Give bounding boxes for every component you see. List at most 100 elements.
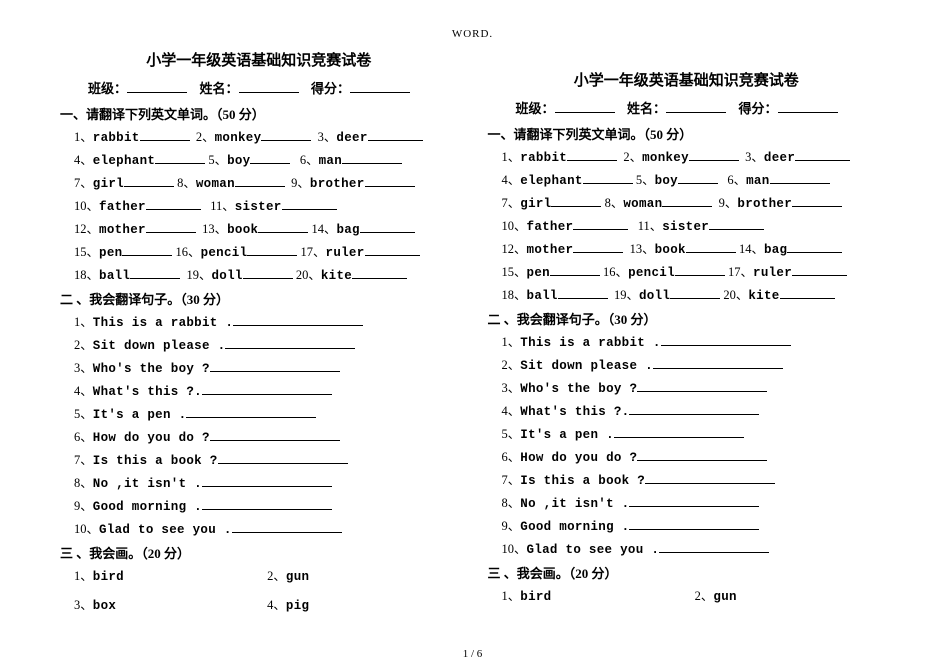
num: 1、 [74,130,93,144]
sec1-heading: 一、请翻译下列英文单词。（50 分） [488,124,886,146]
class-blank [555,99,615,113]
sent-row: 6、How do you do ? [488,446,886,469]
sentence: This is a rabbit . [520,336,660,350]
sent-row: 8、No ,it isn't . [60,472,458,495]
num: 14、 [311,222,336,236]
blank [146,220,196,233]
sentence: It's a pen . [93,408,187,422]
word: boy [227,154,250,168]
sec1-row7: 18、ball 19、doll 20、kite [488,284,886,307]
page-number: 1 / 6 [0,648,945,660]
sentence: Who's the boy ? [520,382,637,396]
blank [250,151,290,164]
blank [662,194,712,207]
sentence: Glad to see you . [99,523,232,537]
sec2-heading: 二 、我会翻译句子。（30 分） [488,309,886,331]
num: 2、 [267,569,286,583]
blank [124,174,174,187]
word: monkey [642,151,689,165]
blank [210,428,340,441]
num: 4、 [502,404,521,418]
word: gun [286,570,309,584]
num: 4、 [502,173,521,187]
word: father [527,220,574,234]
blank [573,240,623,253]
word: gun [713,590,736,604]
word: woman [196,177,235,191]
num: 1、 [502,150,521,164]
sent-row: 4、What's this ?. [488,400,886,423]
num: 7、 [74,176,93,190]
num: 4、 [74,153,93,167]
blank [282,197,337,210]
sec1-row1: 1、rabbit 2、monkey 3、deer [488,146,886,169]
draw-row: 1、bird 2、gun [488,585,886,608]
sec1-row4: 10、father 11、sister [60,195,458,218]
score-label: 得分： [311,81,350,96]
num: 18、 [502,288,527,302]
sec3-heading: 三 、我会画。（20 分） [488,563,886,585]
sent-row: 5、It's a pen . [60,403,458,426]
num: 3、 [74,598,93,612]
num: 9、 [719,196,738,210]
sec1-row2: 4、elephant 5、boy 6、man [60,149,458,172]
draw-row: 3、box 4、pig [60,594,458,617]
column-left: 小学一年级英语基础知识竞赛试卷 班级： 姓名： 得分： 一、请翻译下列英文单词。… [60,50,458,617]
num: 1、 [502,335,521,349]
score-label: 得分： [739,101,778,116]
sentence: Sit down please . [520,359,653,373]
num: 9、 [74,499,93,513]
num: 20、 [296,268,321,282]
blank [218,451,348,464]
blank [202,474,332,487]
blank [678,171,718,184]
blank [202,382,332,395]
name-blank [666,99,726,113]
word: pig [286,599,309,613]
word: bird [520,590,551,604]
word: kite [748,289,779,303]
sec1-heading: 一、请翻译下列英文单词。（50 分） [60,104,458,126]
word: sister [662,220,709,234]
word: girl [93,177,124,191]
blank [140,128,190,141]
word: rabbit [93,131,140,145]
num: 15、 [74,245,99,259]
blank [155,151,205,164]
blank [365,174,415,187]
blank [675,263,725,276]
num: 8、 [177,176,196,190]
blank [567,148,617,161]
word: bird [93,570,124,584]
sec1-row4: 10、father 11、sister [488,215,886,238]
word: deer [764,151,795,165]
num: 14、 [739,242,764,256]
word: elephant [520,174,582,188]
sentence: What's this ?. [93,385,202,399]
sentence: It's a pen . [520,428,614,442]
num: 13、 [202,222,227,236]
sent-row: 3、Who's the boy ? [488,377,886,400]
blank [210,359,340,372]
num: 8、 [605,196,624,210]
blank [368,128,423,141]
sent-row: 10、Glad to see you . [60,518,458,541]
word: ruler [753,266,792,280]
blank [186,405,316,418]
info-line: 班级： 姓名： 得分： [60,78,458,100]
num: 20、 [723,288,748,302]
sent-row: 5、It's a pen . [488,423,886,446]
sent-row: 2、Sit down please . [60,334,458,357]
exam-title: 小学一年级英语基础知识竞赛试卷 [488,70,886,92]
sent-row: 9、Good morning . [488,515,886,538]
word: box [93,599,116,613]
num: 16、 [176,245,201,259]
num: 7、 [74,453,93,467]
blank [558,286,608,299]
blank [689,148,739,161]
name-label: 姓名： [627,101,666,116]
num: 2、 [196,130,215,144]
sec1-row3: 7、girl 8、woman 9、brother [60,172,458,195]
blank [146,197,201,210]
word: mother [99,223,146,237]
